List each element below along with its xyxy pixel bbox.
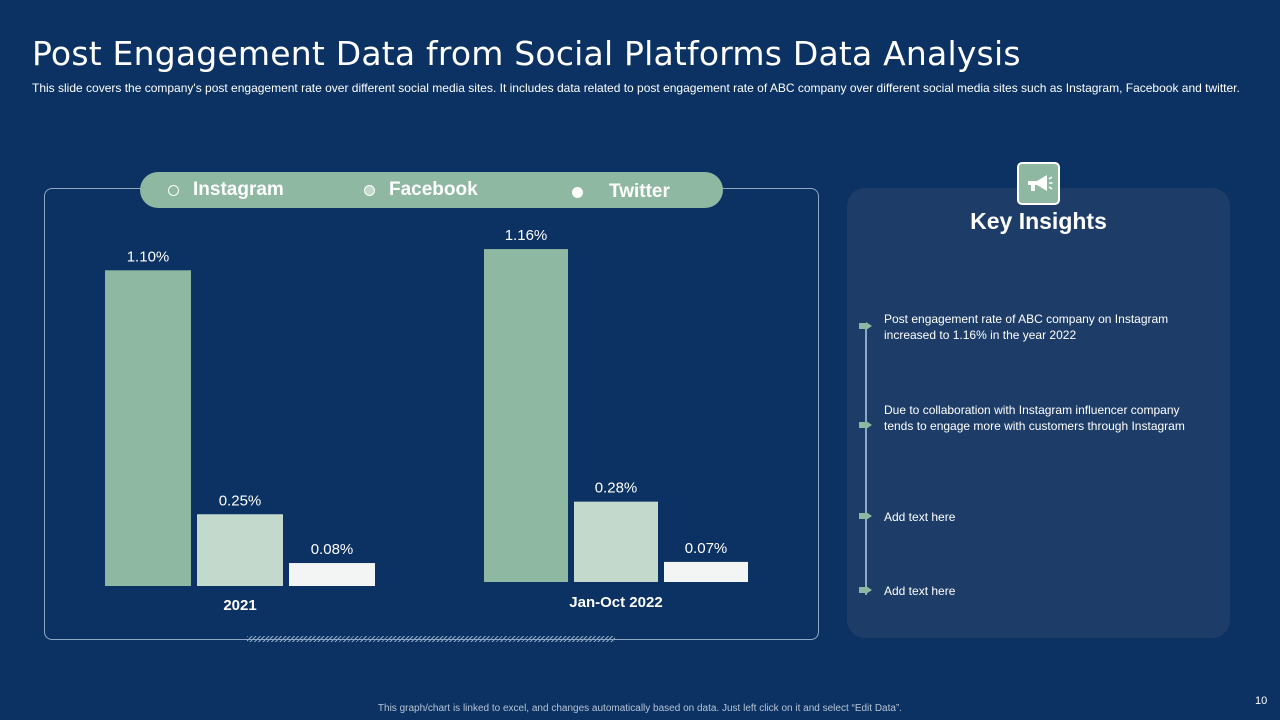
insights-title: Key Insights xyxy=(970,208,1107,234)
category-label: 2021 xyxy=(223,597,256,614)
data-label: 1.16% xyxy=(505,227,548,244)
legend-item-twitter: Twitter xyxy=(572,174,670,210)
category-label: Jan-Oct 2022 xyxy=(569,594,662,611)
legend-label: Instagram xyxy=(193,179,284,200)
insight-item: Add text here xyxy=(884,510,956,524)
bar-instagram xyxy=(105,270,191,586)
megaphone-icon xyxy=(1017,162,1060,205)
bar-twitter xyxy=(289,563,375,586)
legend-dot-icon xyxy=(168,184,179,196)
data-label: 1.10% xyxy=(127,248,170,265)
footer-note: This graph/chart is linked to excel, and… xyxy=(377,703,903,714)
legend-item-instagram: Instagram xyxy=(168,172,284,208)
insight-item: Add text here xyxy=(884,584,956,598)
bullet-arrow-icon xyxy=(859,511,873,521)
timeline-line xyxy=(865,323,867,595)
legend-label: Twitter xyxy=(609,181,670,202)
legend-label: Facebook xyxy=(389,179,478,200)
bar-facebook xyxy=(574,501,658,582)
hatch-decoration xyxy=(247,636,615,642)
data-label: 0.07% xyxy=(685,540,728,557)
bar-twitter xyxy=(664,561,748,582)
insight-item: Post engagement rate of ABC company on I… xyxy=(884,312,1169,342)
bar-instagram xyxy=(484,249,568,582)
legend-item-facebook: Facebook xyxy=(364,172,478,208)
slide-title: Post Engagement Data from Social Platfor… xyxy=(32,34,1021,73)
data-label: 0.08% xyxy=(311,541,354,558)
key-insights-panel xyxy=(847,188,1230,638)
bar-facebook xyxy=(197,514,283,586)
legend-dot-icon xyxy=(364,184,375,196)
page-number: 10 xyxy=(1255,695,1268,707)
legend-dot-icon xyxy=(572,186,583,198)
chart-legend: Instagram Facebook Twitter xyxy=(140,172,723,208)
bullet-arrow-icon xyxy=(859,585,873,595)
bullet-arrow-icon xyxy=(859,420,873,430)
data-label: 0.25% xyxy=(219,492,262,509)
bullet-arrow-icon xyxy=(859,321,873,331)
insight-item: Due to collaboration with Instagram infl… xyxy=(884,403,1185,433)
data-label: 0.28% xyxy=(595,480,638,497)
slide-subtitle: This slide covers the company's post eng… xyxy=(32,81,1240,95)
